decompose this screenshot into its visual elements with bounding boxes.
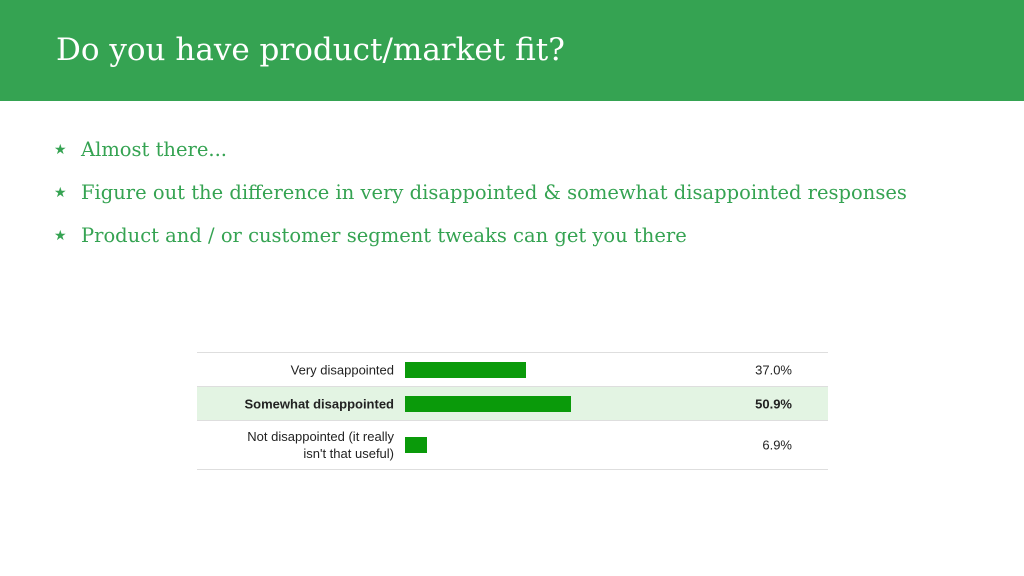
bullet-item: ★ Product and / or customer segment twea…: [54, 214, 907, 257]
result-label: Very disappointed: [290, 362, 394, 377]
star-icon: ★: [54, 227, 67, 244]
result-label: Somewhat disappointed: [244, 396, 394, 411]
bullet-list: ★ Almost there... ★ Figure out the diffe…: [54, 128, 907, 257]
bullet-text: Product and / or customer segment tweaks…: [81, 224, 687, 247]
bullet-text: Almost there...: [81, 138, 227, 161]
result-bar: [405, 361, 526, 378]
bullet-text: Figure out the difference in very disapp…: [81, 181, 907, 204]
slide-title: Do you have product/market fit?: [56, 32, 565, 68]
result-row-highlighted: Somewhat disappointed 50.9%: [197, 387, 828, 421]
result-percent: 6.9%: [762, 437, 792, 453]
result-percent: 37.0%: [755, 362, 792, 377]
star-icon: ★: [54, 141, 67, 158]
result-bar: [405, 437, 427, 453]
bullet-item: ★ Figure out the difference in very disa…: [54, 171, 907, 214]
result-bar: [405, 395, 571, 412]
bullet-item: ★ Almost there...: [54, 128, 907, 171]
result-row: Very disappointed 37.0%: [197, 353, 828, 387]
result-label: Not disappointed (it really isn't that u…: [247, 429, 394, 461]
star-icon: ★: [54, 184, 67, 201]
result-row: Not disappointed (it really isn't that u…: [197, 421, 828, 470]
title-bar: Do you have product/market fit?: [0, 0, 1024, 101]
result-percent: 50.9%: [755, 396, 792, 411]
survey-results-table: Very disappointed 37.0% Somewhat disappo…: [197, 352, 828, 470]
